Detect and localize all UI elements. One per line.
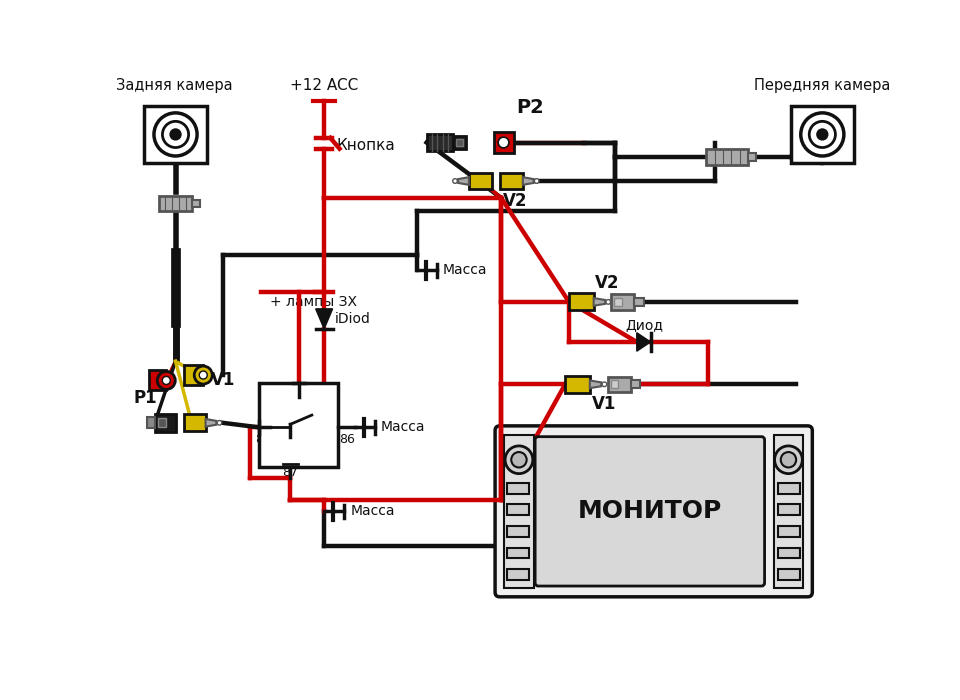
Text: + лампы ЗХ: + лампы ЗХ: [270, 295, 357, 309]
Bar: [774, 435, 804, 587]
Bar: [779, 526, 800, 537]
Text: 86: 86: [339, 433, 355, 446]
Bar: [706, 150, 749, 165]
Text: 30: 30: [302, 382, 319, 396]
Circle shape: [217, 421, 222, 425]
Polygon shape: [523, 177, 534, 185]
Polygon shape: [316, 309, 332, 329]
Bar: [791, 106, 853, 163]
Bar: [508, 483, 529, 493]
Text: 87a: 87a: [279, 438, 300, 448]
Bar: [508, 569, 529, 580]
Circle shape: [780, 452, 796, 468]
Circle shape: [200, 371, 207, 379]
Bar: [631, 381, 639, 388]
Circle shape: [816, 128, 828, 141]
Bar: [259, 383, 338, 468]
Bar: [779, 569, 800, 580]
Text: +12 ACC: +12 ACC: [290, 78, 358, 93]
Text: Масса: Масса: [350, 504, 395, 518]
Bar: [569, 293, 593, 310]
Bar: [779, 547, 800, 559]
Polygon shape: [458, 177, 468, 185]
Bar: [635, 298, 644, 306]
Bar: [192, 199, 201, 207]
Bar: [508, 526, 529, 537]
Bar: [611, 381, 618, 388]
Text: V2: V2: [595, 274, 620, 293]
Circle shape: [453, 178, 457, 183]
Circle shape: [194, 366, 212, 384]
Text: V2: V2: [503, 192, 527, 210]
Circle shape: [801, 113, 844, 156]
Bar: [184, 365, 204, 385]
Bar: [749, 153, 756, 161]
Text: 85: 85: [255, 433, 272, 446]
Text: P1: P1: [134, 389, 157, 407]
Text: Диод: Диод: [625, 318, 663, 332]
FancyBboxPatch shape: [495, 426, 812, 597]
Bar: [779, 483, 800, 493]
Circle shape: [505, 446, 533, 474]
Circle shape: [169, 128, 181, 141]
Circle shape: [157, 372, 176, 389]
Polygon shape: [593, 298, 605, 306]
Circle shape: [498, 137, 509, 148]
Text: V1: V1: [591, 395, 615, 413]
Bar: [158, 196, 192, 211]
Text: 87: 87: [282, 466, 299, 480]
Circle shape: [154, 113, 197, 156]
Bar: [508, 547, 529, 559]
Text: Масса: Масса: [381, 421, 425, 435]
Polygon shape: [589, 381, 601, 388]
Bar: [500, 172, 523, 190]
Bar: [184, 414, 205, 431]
Bar: [614, 298, 622, 306]
Text: Задняя камера: Задняя камера: [116, 78, 233, 93]
Bar: [147, 417, 155, 428]
Circle shape: [809, 121, 835, 148]
Bar: [150, 370, 166, 391]
Text: V1: V1: [211, 372, 235, 389]
Circle shape: [512, 452, 527, 468]
Bar: [456, 139, 463, 146]
Circle shape: [775, 446, 803, 474]
Text: iDiod: iDiod: [335, 312, 371, 326]
Bar: [468, 172, 492, 190]
Bar: [493, 132, 514, 153]
Bar: [144, 106, 207, 163]
Bar: [508, 505, 529, 515]
Bar: [157, 418, 165, 428]
Bar: [779, 505, 800, 515]
Circle shape: [162, 377, 170, 384]
Circle shape: [535, 178, 539, 183]
Polygon shape: [205, 419, 216, 427]
Bar: [565, 376, 589, 393]
Circle shape: [606, 300, 611, 304]
Bar: [608, 377, 631, 392]
Bar: [426, 134, 453, 151]
Text: МОНИТОР: МОНИТОР: [578, 499, 722, 524]
Text: P2: P2: [516, 97, 544, 117]
Bar: [612, 294, 635, 309]
Bar: [453, 136, 466, 148]
Text: Масса: Масса: [443, 263, 488, 277]
Text: Передняя камера: Передняя камера: [755, 78, 891, 93]
Bar: [504, 435, 534, 587]
Bar: [155, 414, 177, 432]
FancyBboxPatch shape: [535, 437, 764, 586]
Polygon shape: [636, 332, 651, 351]
Circle shape: [602, 382, 607, 386]
Text: Кнопка: Кнопка: [336, 138, 396, 153]
Circle shape: [162, 121, 188, 148]
